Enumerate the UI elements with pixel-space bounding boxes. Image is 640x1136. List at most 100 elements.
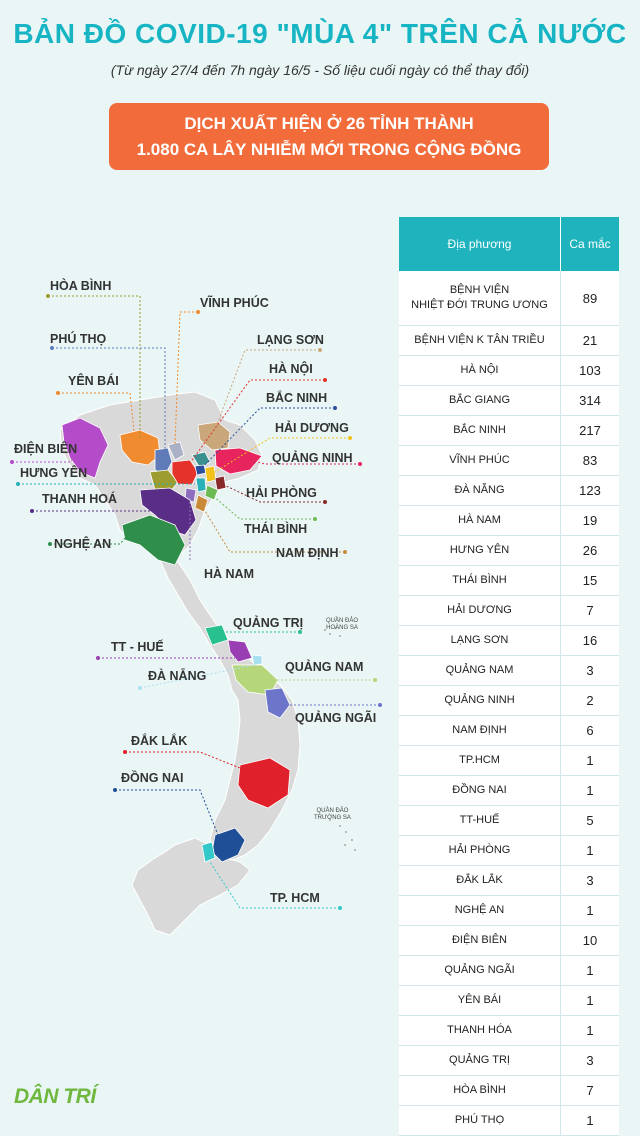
truong-sa-line-2: TRƯỜNG SA <box>314 815 351 821</box>
label-hai-phong: HẢI PHÒNG <box>246 486 317 500</box>
province-phu-tho <box>154 447 173 476</box>
place-cell: HÀ NAM <box>399 506 561 535</box>
cases-cell: 103 <box>579 363 601 378</box>
table-body: BỆNH VIỆN NHIỆT ĐỚI TRUNG ƯƠNG 89 BỆNH VIỆ… <box>399 271 619 1136</box>
place-cell: QUẢNG NINH <box>399 686 561 715</box>
table-row: ĐIỆN BIÊN 10 <box>399 926 619 956</box>
label-tt-hue: TT - HUẾ <box>111 640 164 654</box>
place-cell: NAM ĐỊNH <box>399 716 561 745</box>
place-cell: HẢI DƯƠNG <box>399 596 561 625</box>
truong-sa-line-1: QUẦN ĐẢO <box>316 808 349 814</box>
place-cell: QUẢNG TRỊ <box>399 1046 561 1075</box>
place-cell: ĐẮK LẮK <box>399 866 561 895</box>
header-cases: Ca mắc <box>569 237 611 251</box>
label-thai-binh: THÁI BÌNH <box>244 522 308 536</box>
hoang-sa-label: QUẦN ĐẢO HOÀNG SA <box>326 618 358 632</box>
page-subtitle: (Từ ngày 27/4 đến 7h ngày 16/5 - Số liệu… <box>110 62 530 78</box>
table-row: QUẢNG NGÃI 1 <box>399 956 619 986</box>
summary-banner: DỊCH XUẤT HIỆN Ở 26 TỈNH THÀNH 1.080 CA … <box>109 103 549 170</box>
table-row: PHÚ THỌ 1 <box>399 1106 619 1136</box>
label-dong-nai: ĐỒNG NAI <box>121 771 184 785</box>
label-da-nang: ĐÀ NẴNG <box>148 669 207 683</box>
place-cell: THÁI BÌNH <box>399 566 561 595</box>
place-cell: HẢI PHÒNG <box>399 836 561 865</box>
cases-cell: 217 <box>579 423 601 438</box>
cases-cell: 123 <box>579 483 601 498</box>
table-row: THANH HÓA 1 <box>399 1016 619 1046</box>
label-hung-yen: HƯNG YÊN <box>20 466 88 480</box>
header-place: Địa phương <box>399 217 561 271</box>
label-bac-ninh: BẮC NINH <box>266 391 328 405</box>
cases-cell: 1 <box>586 1113 594 1128</box>
province-hue <box>227 639 253 663</box>
label-thanh-hoa: THANH HOÁ <box>42 492 117 506</box>
leader-dots <box>10 294 382 910</box>
province-nam-dinh <box>194 494 209 513</box>
province-vinh-phuc <box>167 441 185 461</box>
label-nam-dinh: NAM ĐỊNH <box>276 546 339 560</box>
cases-table: Địa phương Ca mắc BỆNH VIỆN NHIỆT ĐỚI TR… <box>399 217 619 1136</box>
province-hai-phong <box>214 475 227 491</box>
cases-cell: 1 <box>586 783 594 798</box>
table-row: ĐỒNG NAI 1 <box>399 776 619 806</box>
place-cell: NGHỆ AN <box>399 896 561 925</box>
table-row: TP.HCM 1 <box>399 746 619 776</box>
province-hung-yen <box>195 477 207 493</box>
place-cell: YÊN BÁI <box>399 986 561 1015</box>
place-cell: HÒA BÌNH <box>399 1076 561 1105</box>
cases-cell: 19 <box>582 513 598 528</box>
cases-cell: 5 <box>586 813 594 828</box>
cases-cell: 15 <box>582 573 598 588</box>
cases-cell: 1 <box>586 993 594 1008</box>
truong-sa-islands <box>329 819 356 851</box>
cases-cell: 3 <box>586 663 594 678</box>
table-row: TT-HUẾ 5 <box>399 806 619 836</box>
province-hoa-binh <box>149 469 179 493</box>
truong-sa-label: QUẦN ĐẢO TRƯỜNG SA <box>314 808 351 822</box>
cases-cell: 16 <box>582 633 598 648</box>
province-lang-son <box>197 421 231 451</box>
table-row: ĐÀ NẴNG 123 <box>399 476 619 506</box>
cases-cell: 89 <box>582 290 598 306</box>
table-row: THÁI BÌNH 15 <box>399 566 619 596</box>
cases-cell: 7 <box>586 603 594 618</box>
cases-cell: 1 <box>586 843 594 858</box>
place-cell: LẠNG SƠN <box>399 626 561 655</box>
province-hai-duong <box>204 465 217 483</box>
province-ha-noi <box>171 459 199 486</box>
place-cell: QUẢNG NGÃI <box>399 956 561 985</box>
table-row: HẢI PHÒNG 1 <box>399 836 619 866</box>
label-dak-lak: ĐẮK LẮK <box>131 734 188 748</box>
cases-cell: 26 <box>582 543 598 558</box>
vietnam-map <box>10 294 382 936</box>
place-cell: BẮC GIANG <box>399 386 561 415</box>
label-vinh-phuc: VĨNH PHÚC <box>200 296 269 310</box>
province-da-nang <box>251 654 263 666</box>
cases-cell: 83 <box>582 453 598 468</box>
place-cell: VĨNH PHÚC <box>399 446 561 475</box>
cases-cell: 1 <box>586 753 594 768</box>
cases-cell: 314 <box>579 393 601 408</box>
cases-cell: 6 <box>586 723 594 738</box>
cases-cell: 3 <box>586 1053 594 1068</box>
table-row: LẠNG SƠN 16 <box>399 626 619 656</box>
label-quang-ngai: QUẢNG NGÃI <box>295 711 377 725</box>
cases-cell: 1 <box>586 903 594 918</box>
label-hai-duong: HẢI DƯƠNG <box>275 421 349 435</box>
label-nghe-an: NGHỆ AN <box>54 537 112 551</box>
province-dak-lak <box>237 757 291 809</box>
province-yen-bai <box>119 429 161 466</box>
table-row: BẮC GIANG 314 <box>399 386 619 416</box>
table-row: HẢI DƯƠNG 7 <box>399 596 619 626</box>
place-cell: PHÚ THỌ <box>399 1106 561 1135</box>
label-yen-bai: YÊN BÁI <box>68 374 119 388</box>
table-row: HÀ NỘI 103 <box>399 356 619 386</box>
province-quang-ninh <box>214 447 263 475</box>
label-tp-hcm: TP. HCM <box>270 891 320 905</box>
hoang-sa-islands <box>324 627 341 637</box>
label-quang-nam: QUẢNG NAM <box>285 660 364 674</box>
label-hoa-binh: HÒA BÌNH <box>50 279 112 293</box>
place-cell: BẮC NINH <box>399 416 561 445</box>
table-row: BỆNH VIỆN NHIỆT ĐỚI TRUNG ƯƠNG 89 <box>399 271 619 326</box>
cases-cell: 7 <box>586 1083 594 1098</box>
